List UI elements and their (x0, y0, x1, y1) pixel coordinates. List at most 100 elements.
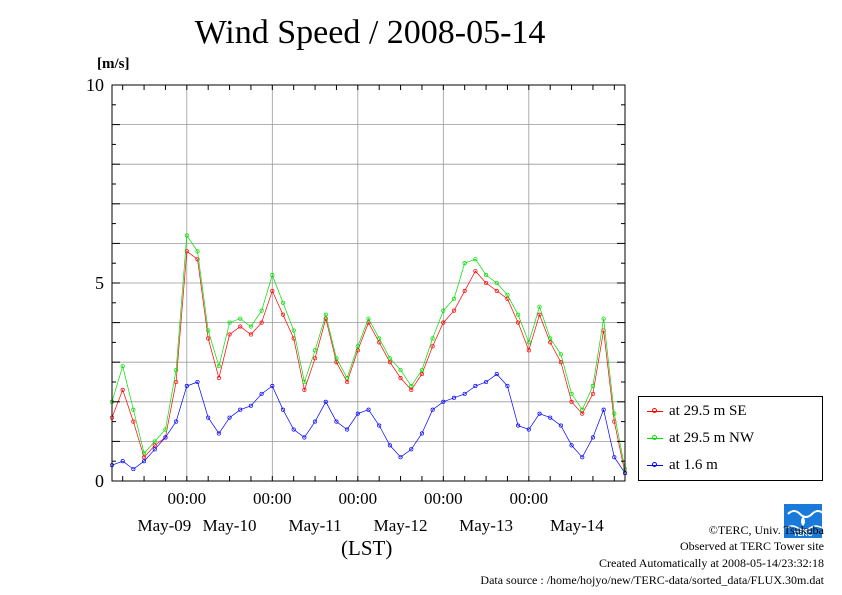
series-point-2 (473, 383, 478, 389)
series-point-2 (323, 399, 328, 404)
series-point-0 (580, 411, 585, 416)
series-point-1 (174, 368, 179, 373)
series-point-2 (451, 395, 457, 400)
series-point-2 (248, 403, 253, 408)
grid-lines (112, 85, 625, 481)
legend-label-se: at 29.5 m SE (669, 402, 747, 419)
series-point-0 (387, 360, 392, 365)
series-point-1 (569, 391, 574, 396)
series-point-2 (569, 443, 574, 448)
series-point-0 (569, 399, 574, 404)
x-day-label: May-14 (550, 516, 604, 535)
credit-copyright: ©TERC, Univ. Tsukuba (708, 523, 824, 537)
series-point-0 (558, 360, 563, 365)
legend-item-low: at 1.6 m (647, 455, 718, 475)
series-point-2 (537, 411, 542, 416)
series-point-2 (334, 419, 339, 424)
series-point-1 (558, 352, 563, 357)
series-point-2 (441, 399, 446, 404)
series-point-1 (248, 324, 253, 329)
series-point-2 (612, 455, 617, 460)
series-point-2 (366, 407, 371, 412)
series-point-0 (409, 387, 414, 392)
x-day-label: May-10 (203, 516, 257, 535)
legend-item-se: at 29.5 m SE (647, 401, 747, 421)
series-point-2 (590, 435, 595, 440)
series-point-1 (441, 308, 446, 313)
series-point-0 (152, 443, 157, 448)
series-point-0 (537, 312, 542, 317)
series-point-0 (526, 348, 531, 353)
series-point-0 (280, 312, 286, 317)
series-point-2 (184, 383, 189, 389)
series-point-1 (206, 328, 211, 333)
series-point-2 (601, 407, 606, 412)
series-point-0 (216, 375, 221, 381)
series-point-2 (174, 419, 179, 424)
legend-item-nw: at 29.5 m NW (647, 428, 754, 448)
series-point-2 (494, 372, 499, 377)
credit-created: Created Automatically at 2008-05-14/23:3… (599, 556, 824, 570)
series-point-1 (590, 383, 595, 389)
x-day-label: May-11 (288, 516, 341, 535)
series-point-1 (548, 336, 553, 341)
legend-label-nw: at 29.5 m NW (669, 429, 754, 446)
series-point-0 (334, 360, 339, 365)
series-point-2 (259, 391, 264, 396)
series-point-1 (345, 375, 350, 381)
series-point-1 (387, 356, 392, 361)
series-point-2 (558, 423, 563, 428)
series-line-0 (111, 250, 626, 474)
legend-marker-nw (647, 432, 663, 444)
series-point-2 (548, 415, 553, 420)
y-axis-unit-label: [m/s] (97, 56, 130, 72)
series-point-2 (580, 455, 585, 460)
series-point-1 (505, 292, 510, 297)
series-point-1 (451, 296, 457, 301)
legend-label-low: at 1.6 m (669, 456, 718, 473)
series-point-0 (484, 280, 489, 286)
series-point-1 (377, 336, 382, 341)
series-point-1 (580, 407, 585, 412)
series-point-2 (398, 455, 403, 460)
series-point-1 (355, 344, 360, 349)
series-point-0 (548, 340, 553, 345)
x-time-label: 00:00 (509, 489, 548, 508)
series-point-2 (142, 459, 147, 464)
series-point-0 (238, 324, 243, 329)
series-point-1 (152, 439, 157, 444)
series-point-2 (195, 379, 200, 385)
series-point-0 (259, 320, 264, 325)
series-point-1 (366, 316, 371, 321)
series-point-1 (516, 312, 521, 317)
series-point-1 (494, 280, 499, 286)
series-point-1 (216, 364, 221, 369)
series-point-0 (131, 419, 136, 424)
series-point-0 (516, 320, 521, 325)
series-point-1 (612, 411, 617, 416)
credit-observed: Observed at TERC Tower site (679, 539, 824, 553)
chart-title: Wind Speed / 2008-05-14 (194, 14, 546, 51)
series-point-0 (441, 320, 446, 325)
x-time-label: 00:00 (424, 489, 463, 508)
series-point-1 (473, 257, 478, 262)
series-point-1 (526, 340, 531, 345)
series-point-0 (462, 288, 467, 293)
series-point-2 (387, 443, 392, 448)
series-point-2 (270, 383, 275, 389)
series-point-2 (409, 447, 414, 452)
series-point-2 (163, 435, 168, 440)
series-point-0 (473, 269, 478, 274)
x-time-label: 00:00 (338, 489, 377, 508)
series-point-0 (184, 249, 189, 254)
series-point-1 (462, 261, 467, 266)
series-point-2 (516, 423, 521, 428)
series-point-1 (120, 364, 125, 369)
series-point-2 (206, 415, 211, 420)
series-point-2 (131, 467, 136, 472)
series-point-1 (280, 300, 286, 305)
series-point-1 (537, 304, 542, 309)
series-point-0 (494, 288, 499, 293)
series-point-0 (430, 344, 435, 349)
